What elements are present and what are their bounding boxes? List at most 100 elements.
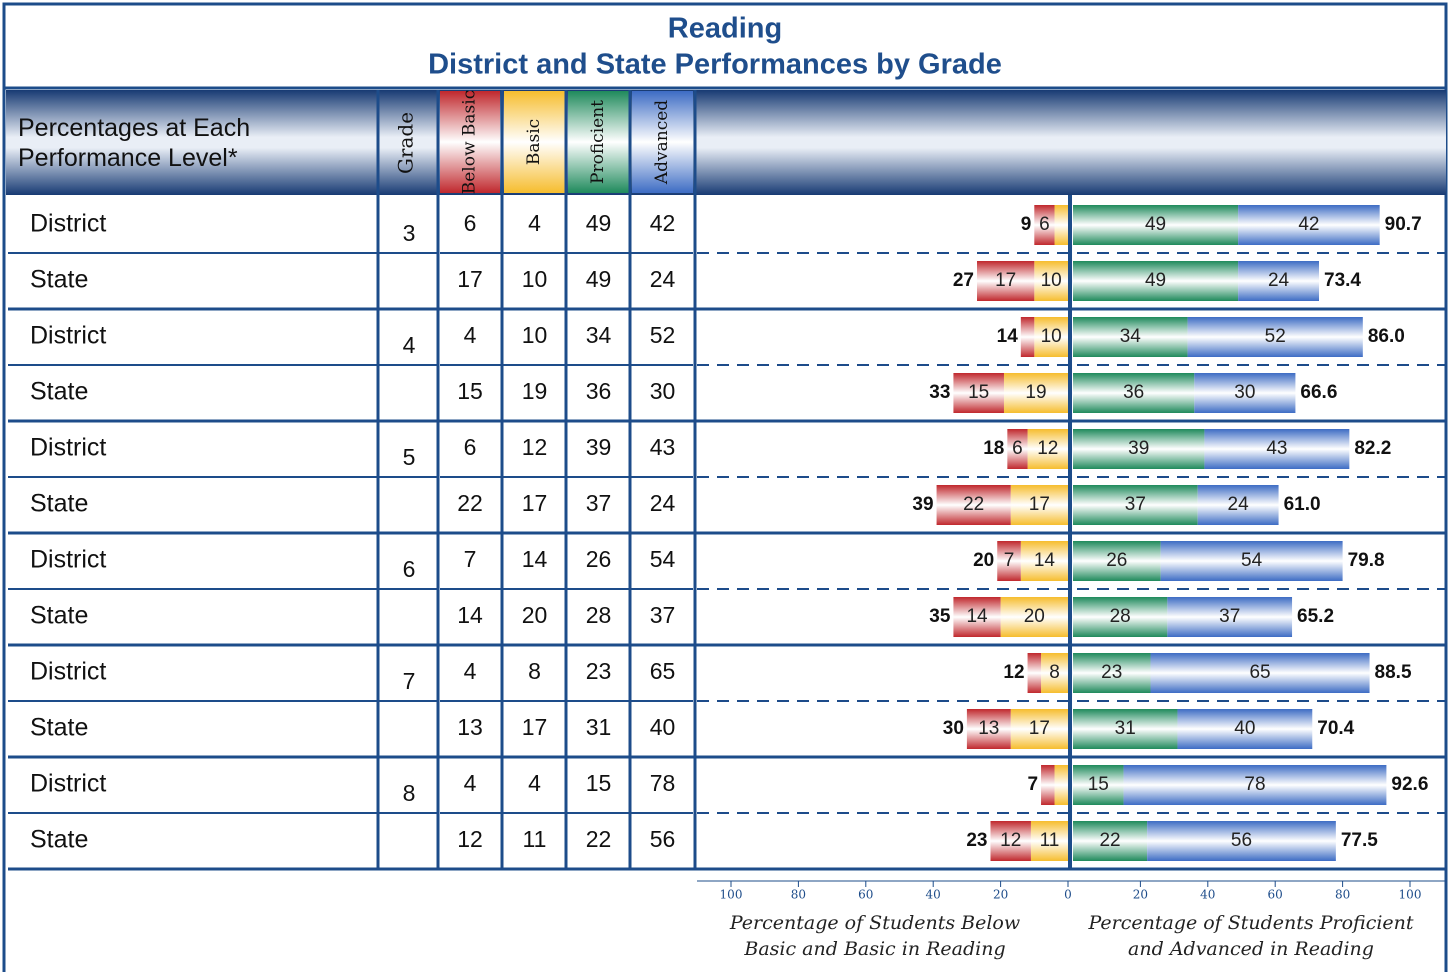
x-tick-label: 80 (791, 888, 806, 902)
cell-value: 52 (650, 322, 676, 348)
bar-segment (990, 821, 1031, 861)
level-swatch (632, 91, 693, 193)
above-total: 73.4 (1324, 270, 1361, 291)
segment-label: 10 (1041, 326, 1062, 347)
cell-value: 24 (650, 266, 676, 292)
above-total: 65.2 (1297, 606, 1334, 627)
cell-value: 78 (650, 770, 676, 796)
bar-segment (1020, 541, 1068, 581)
above-total: 66.6 (1300, 382, 1337, 403)
above-total: 77.5 (1341, 830, 1378, 851)
segment-label: 56 (1231, 830, 1252, 851)
bar-segment (1160, 541, 1343, 581)
bar-segment (1073, 317, 1188, 357)
row-label: State (30, 266, 88, 294)
cell-value: 10 (522, 322, 548, 348)
x-tick-label: 20 (993, 888, 1008, 902)
segment-label: 11 (1040, 830, 1060, 851)
x-tick-label: 60 (858, 888, 873, 902)
bar-segment (1073, 373, 1195, 413)
bar-segment (1073, 261, 1239, 301)
row-label: State (30, 490, 88, 518)
segment-label: 14 (966, 606, 988, 627)
cell-value: 49 (586, 210, 612, 236)
cell-value: 20 (522, 602, 548, 628)
level-swatch (504, 91, 565, 193)
row-label: District (30, 770, 106, 798)
below-total: 27 (953, 270, 974, 291)
below-total: 18 (983, 438, 1004, 459)
x-axis-label-right: Percentage of Students Proficient and Ad… (1088, 912, 1414, 960)
level-header: Proficient (588, 100, 608, 184)
cell-value: 6 (464, 210, 477, 236)
segment-label: 49 (1145, 214, 1166, 235)
cell-value: 4 (464, 770, 477, 796)
bar-segment (1034, 317, 1068, 357)
cell-value: 23 (586, 658, 612, 684)
cell-value: 7 (464, 546, 477, 572)
segment-label: 12 (1000, 830, 1021, 851)
bar-segment (1073, 205, 1239, 245)
above-total: 82.2 (1354, 438, 1391, 459)
segment-label: 43 (1266, 438, 1287, 459)
bar-segment (1197, 485, 1279, 525)
segment-label: 36 (1123, 382, 1144, 403)
bar-segment (1041, 653, 1068, 693)
bar-segment (1147, 821, 1336, 861)
segment-label: 17 (1029, 718, 1050, 739)
header-label: Percentages at Each Performance Level* (18, 114, 251, 172)
cell-value: 6 (464, 434, 477, 460)
cell-value: 22 (457, 490, 483, 516)
segment-label: 42 (1298, 214, 1319, 235)
grade-label: 6 (403, 556, 416, 582)
row-label: District (30, 434, 106, 462)
row-label: State (30, 602, 88, 630)
bar-segment (1073, 429, 1205, 469)
bar-segment (1073, 709, 1178, 749)
level-header: Below Basic (460, 90, 480, 195)
cell-value: 4 (528, 770, 541, 796)
bar-segment (1054, 205, 1068, 245)
segment-label: 28 (1110, 606, 1131, 627)
bar-segment (1073, 765, 1124, 805)
cell-value: 14 (522, 546, 548, 572)
below-total: 39 (912, 494, 933, 515)
bar-segment (1073, 485, 1198, 525)
segment-label: 30 (1234, 382, 1255, 403)
segment-label: 17 (1029, 494, 1050, 515)
segment-label: 24 (1228, 494, 1250, 515)
below-total: 20 (973, 550, 994, 571)
cell-value: 12 (522, 434, 548, 460)
cell-value: 12 (457, 826, 483, 852)
segment-label: 15 (1088, 774, 1109, 795)
bar-segment (1187, 317, 1363, 357)
cell-value: 22 (586, 826, 612, 852)
segment-label: 49 (1145, 270, 1166, 291)
cell-value: 4 (528, 210, 541, 236)
below-total: 14 (997, 326, 1019, 347)
cell-value: 56 (650, 826, 676, 852)
segment-label: 65 (1249, 662, 1270, 683)
grade-label: 4 (403, 332, 416, 358)
header-band (6, 90, 1446, 195)
segment-label: 8 (1049, 662, 1060, 683)
x-tick-label: 80 (1335, 888, 1350, 902)
cell-value: 37 (650, 602, 676, 628)
above-total: 90.7 (1385, 214, 1422, 235)
below-total: 7 (1027, 774, 1038, 795)
bar-segment (1073, 821, 1148, 861)
grade-label: 7 (403, 668, 416, 694)
x-axis-label-left: Percentage of Students Below Basic and B… (729, 912, 1021, 960)
cell-value: 15 (586, 770, 612, 796)
cell-value: 43 (650, 434, 676, 460)
segment-label: 6 (1039, 214, 1050, 235)
segment-label: 12 (1037, 438, 1058, 459)
segment-label: 34 (1120, 326, 1142, 347)
bar-segment (1034, 205, 1055, 245)
title: Reading (668, 13, 782, 45)
cell-value: 36 (586, 378, 612, 404)
segment-label: 52 (1265, 326, 1286, 347)
bar-segment (953, 597, 1001, 637)
row-label: District (30, 658, 106, 686)
